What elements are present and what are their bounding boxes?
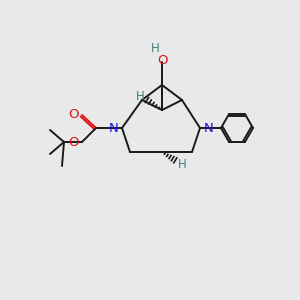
Text: O: O — [157, 53, 167, 67]
Text: O: O — [68, 109, 79, 122]
Text: O: O — [68, 136, 79, 148]
Text: H: H — [151, 41, 159, 55]
Text: N: N — [108, 122, 118, 134]
Text: H: H — [136, 89, 144, 103]
Text: N: N — [204, 122, 214, 134]
Text: H: H — [178, 158, 186, 170]
